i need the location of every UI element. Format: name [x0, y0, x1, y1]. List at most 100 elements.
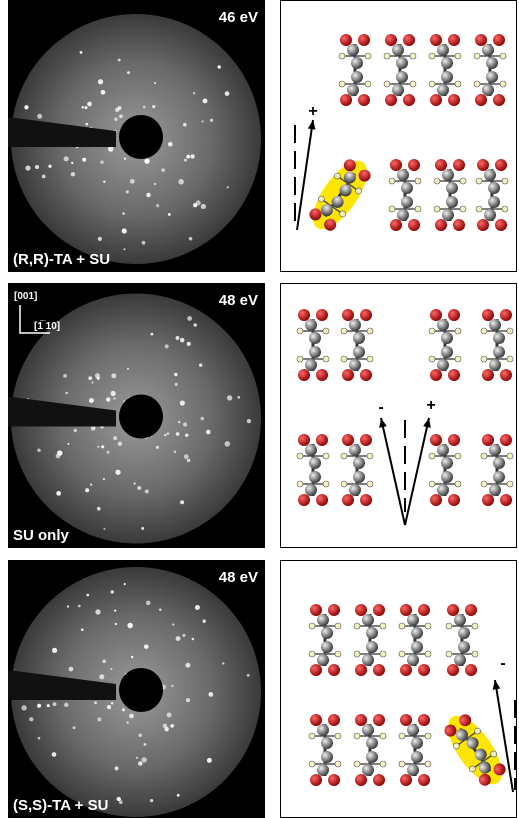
o-atom [465, 604, 477, 616]
h-atom [500, 53, 506, 59]
c-atom [486, 71, 498, 83]
leed-spot [195, 605, 200, 610]
o-atom [453, 159, 465, 171]
leed-spot [67, 605, 69, 607]
leed-spot [97, 717, 101, 721]
o-atom [342, 309, 354, 321]
h-atom [455, 453, 461, 459]
leed-spot [101, 445, 104, 448]
o-atom [328, 774, 340, 786]
leed-spot [151, 333, 154, 336]
panel-label: SU only [13, 527, 69, 544]
leed-spot [47, 704, 50, 707]
o-atom [316, 494, 328, 506]
o-atom [340, 34, 352, 46]
leed-spot [48, 165, 51, 168]
leed-spot [237, 396, 240, 399]
h-atom [429, 481, 435, 487]
h-atom [460, 178, 466, 184]
c-atom [441, 71, 453, 83]
leed-spot [193, 203, 197, 207]
leed-spot [103, 478, 105, 480]
leed-spot [227, 395, 232, 400]
leed-spot [138, 761, 142, 765]
leed-spot [52, 752, 57, 757]
c-atom [482, 84, 494, 96]
leed-spot [225, 91, 230, 96]
leed-spot [202, 620, 205, 623]
h-atom [399, 623, 405, 629]
c-atom [347, 44, 359, 56]
h-atom [472, 623, 478, 629]
c-atom [442, 209, 454, 221]
leed-spot [187, 459, 191, 463]
o-atom [477, 159, 489, 171]
o-atom [298, 494, 310, 506]
h-atom [335, 733, 341, 739]
h-atom [425, 651, 431, 657]
h-atom [476, 206, 482, 212]
o-atom [310, 664, 322, 676]
leed-spot [146, 193, 150, 197]
o-atom [328, 664, 340, 676]
leed-spot [184, 454, 189, 459]
o-atom [403, 34, 415, 46]
o-atom [342, 494, 354, 506]
leed-spot [124, 158, 126, 160]
leed-spot [24, 105, 28, 109]
c-atom [366, 627, 378, 639]
o-atom [310, 604, 322, 616]
h-atom [455, 81, 461, 87]
chirality-sign: - [378, 399, 383, 416]
o-atom [500, 309, 512, 321]
leed-spot [127, 71, 130, 74]
leed-spot [185, 663, 190, 668]
leed-spot [156, 204, 159, 207]
leed-spot [123, 248, 125, 250]
leed-spot [103, 528, 105, 530]
c-atom [305, 444, 317, 456]
h-atom [415, 206, 421, 212]
c-atom [321, 751, 333, 763]
leed-spot [199, 364, 202, 367]
leed-spot [146, 601, 150, 605]
o-atom [430, 309, 442, 321]
h-atom [297, 453, 303, 459]
leed-spot [178, 179, 183, 184]
leed-spot [82, 106, 84, 108]
o-atom [418, 774, 430, 786]
c-atom [489, 444, 501, 456]
leed-spot [247, 674, 250, 677]
c-atom [321, 737, 333, 749]
c-atom [407, 654, 419, 666]
leed-spot [81, 628, 84, 631]
leed-spot [114, 117, 117, 120]
h-atom [297, 356, 303, 362]
o-atom [355, 774, 367, 786]
leed-spot [37, 704, 41, 708]
o-atom [500, 369, 512, 381]
leed-spot [164, 434, 167, 437]
h-atom [434, 206, 440, 212]
c-atom [493, 332, 505, 344]
leed-spot [168, 142, 173, 147]
o-atom [447, 604, 459, 616]
o-atom [316, 434, 328, 446]
energy-label: 46 eV [219, 9, 258, 26]
leed-spot [122, 708, 125, 711]
o-atom [360, 369, 372, 381]
h-atom [474, 81, 480, 87]
leed-spot [131, 656, 133, 658]
h-atom [410, 81, 416, 87]
leed-spot [89, 398, 94, 403]
leed-spot [178, 421, 180, 423]
h-atom [297, 328, 303, 334]
o-atom [355, 664, 367, 676]
h-atom [339, 81, 345, 87]
h-atom [429, 53, 435, 59]
o-atom [310, 714, 322, 726]
leed-spot [118, 59, 121, 62]
leed-spot [107, 451, 110, 454]
c-atom [493, 346, 505, 358]
axis-label: [001] [14, 291, 37, 302]
